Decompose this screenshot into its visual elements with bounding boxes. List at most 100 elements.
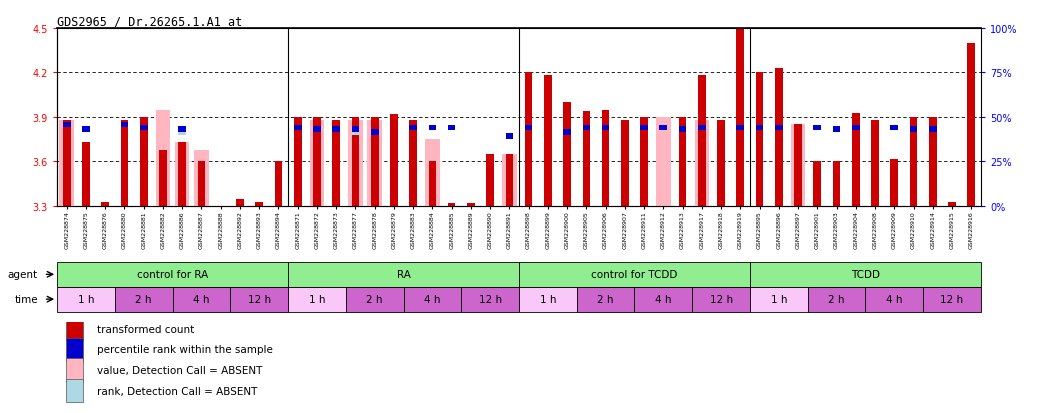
Bar — [737, 29, 744, 206]
Bar — [602, 125, 609, 131]
Text: GDS2965 / Dr.26265.1.A1_at: GDS2965 / Dr.26265.1.A1_at — [57, 15, 242, 28]
Text: value, Detection Call = ABSENT: value, Detection Call = ABSENT — [97, 365, 263, 375]
Bar — [564, 130, 571, 135]
Bar — [692, 287, 749, 312]
Bar — [967, 44, 975, 206]
Text: time: time — [15, 294, 37, 304]
Bar — [832, 162, 841, 206]
Text: 4 h: 4 h — [193, 294, 210, 304]
Bar — [564, 103, 571, 206]
Bar — [288, 262, 519, 287]
Text: 4 h: 4 h — [655, 294, 672, 304]
Bar — [346, 287, 404, 312]
Bar — [737, 125, 744, 131]
Text: 12 h: 12 h — [248, 294, 271, 304]
Bar — [120, 121, 129, 206]
Bar — [749, 287, 808, 312]
Bar — [288, 287, 346, 312]
Bar — [390, 115, 398, 206]
Bar — [66, 358, 83, 382]
Bar — [891, 125, 898, 131]
Bar — [63, 121, 71, 206]
Bar — [871, 121, 879, 206]
Bar — [194, 150, 209, 206]
Bar — [66, 379, 83, 402]
Text: percentile rank within the sample: percentile rank within the sample — [97, 344, 273, 354]
Bar — [352, 130, 359, 135]
Bar — [794, 125, 802, 206]
Bar — [409, 121, 417, 206]
Bar — [756, 73, 763, 206]
Bar — [236, 199, 244, 206]
Bar — [814, 125, 821, 131]
Bar — [929, 127, 936, 133]
Bar — [404, 287, 461, 312]
Bar — [640, 125, 648, 131]
Bar — [159, 150, 167, 206]
Bar — [659, 125, 667, 131]
Text: 1 h: 1 h — [78, 294, 94, 304]
Bar — [429, 125, 436, 131]
Text: 12 h: 12 h — [940, 294, 963, 304]
Bar — [197, 162, 206, 206]
Bar — [544, 76, 552, 206]
Text: transformed count: transformed count — [97, 324, 194, 334]
Bar — [82, 127, 90, 133]
Bar — [775, 69, 783, 206]
Bar — [294, 118, 301, 206]
Bar — [694, 121, 709, 206]
Bar — [57, 262, 288, 287]
Bar — [749, 262, 981, 287]
Bar — [679, 118, 686, 206]
Bar — [115, 287, 172, 312]
Bar — [852, 125, 859, 131]
Bar — [659, 206, 667, 236]
Bar — [808, 287, 866, 312]
Bar — [852, 113, 859, 206]
Text: RA: RA — [397, 270, 410, 280]
Bar — [57, 287, 115, 312]
Text: agent: agent — [7, 270, 37, 280]
Bar — [698, 76, 706, 206]
Bar — [814, 162, 821, 206]
Bar — [371, 130, 379, 135]
Bar — [426, 140, 440, 206]
Bar — [486, 155, 494, 206]
Bar — [582, 112, 591, 206]
Bar — [891, 159, 898, 206]
Bar — [447, 204, 456, 206]
Bar — [923, 287, 981, 312]
Bar — [791, 125, 805, 206]
Bar — [467, 204, 474, 206]
Bar — [525, 125, 532, 131]
Bar — [621, 121, 629, 206]
Bar — [371, 118, 379, 206]
Bar — [948, 202, 956, 206]
Bar — [909, 127, 918, 133]
Bar — [275, 162, 282, 206]
Bar — [352, 118, 359, 206]
Text: 4 h: 4 h — [425, 294, 441, 304]
Bar — [502, 155, 517, 206]
Bar — [82, 143, 90, 206]
Text: 12 h: 12 h — [710, 294, 733, 304]
Text: 2 h: 2 h — [828, 294, 845, 304]
Text: 4 h: 4 h — [886, 294, 903, 304]
Bar — [102, 202, 109, 206]
Bar — [602, 110, 609, 206]
Bar — [656, 118, 671, 206]
Text: 1 h: 1 h — [770, 294, 787, 304]
Bar — [634, 287, 692, 312]
Text: rank, Detection Call = ABSENT: rank, Detection Call = ABSENT — [97, 386, 257, 396]
Bar — [929, 118, 936, 206]
Bar — [519, 262, 749, 287]
Bar — [640, 118, 648, 206]
Text: 2 h: 2 h — [135, 294, 152, 304]
Bar — [294, 125, 301, 131]
Bar — [909, 118, 918, 206]
Bar — [698, 125, 706, 131]
Bar — [255, 202, 263, 206]
Bar — [348, 121, 362, 206]
Bar — [447, 125, 456, 131]
Bar — [332, 127, 340, 133]
